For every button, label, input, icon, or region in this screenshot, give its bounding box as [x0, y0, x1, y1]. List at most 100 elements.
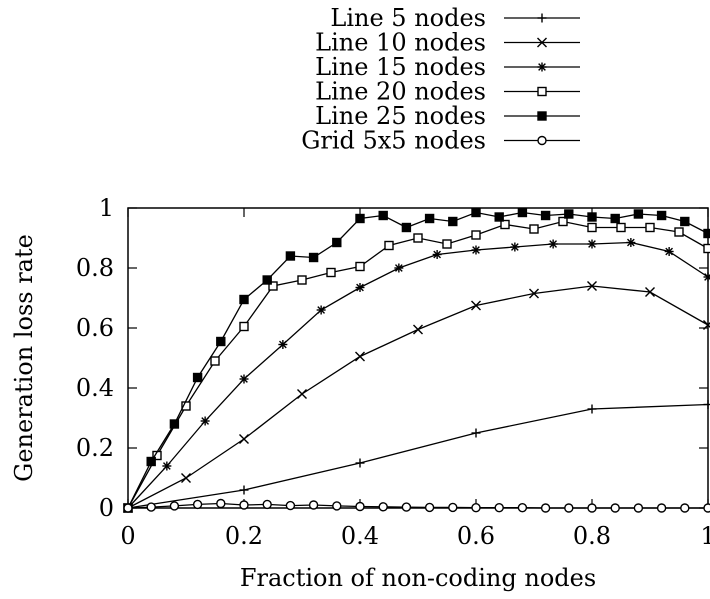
data-point [448, 216, 458, 227]
data-point [332, 237, 342, 248]
data-point [471, 230, 481, 240]
data-point [216, 498, 226, 509]
data-point [680, 503, 690, 513]
data-point [169, 419, 180, 429]
data-point [239, 294, 249, 305]
data-point [355, 501, 365, 512]
axis-ticks: 0 0.2 0.4 0.6 0.8 1 0 0.2 0.4 0.6 0.8 1 [76, 194, 710, 550]
data-point [239, 321, 249, 332]
data-point [448, 502, 458, 513]
legend-label: Line 25 nodes [315, 102, 486, 130]
data-point [471, 245, 481, 255]
data-point [239, 374, 249, 384]
x-tick-label: 0.2 [225, 522, 263, 550]
data-point [239, 434, 249, 444]
data-point [633, 209, 644, 219]
legend-entry: Line 10 nodes [315, 29, 580, 57]
data-point [413, 324, 423, 335]
data-point [471, 207, 481, 218]
data-point [424, 213, 435, 224]
data-point [703, 228, 710, 239]
data-point [326, 267, 336, 278]
data-point [471, 300, 481, 311]
series-layer [123, 207, 710, 513]
data-point [192, 499, 203, 510]
data-point [378, 502, 388, 512]
data-point [262, 499, 272, 510]
data-point [610, 213, 620, 224]
x-axis-label: Fraction of non-coding nodes [240, 564, 596, 592]
data-point [355, 261, 365, 272]
series-line [127, 241, 709, 509]
data-point [703, 503, 710, 513]
data-point [494, 503, 504, 513]
data-point [216, 336, 226, 347]
data-point [645, 222, 655, 233]
legend-label: Grid 5x5 nodes [301, 127, 486, 155]
data-point [587, 404, 597, 414]
data-point [540, 210, 551, 221]
data-point [633, 503, 644, 513]
series-line [127, 285, 709, 509]
series-4 [123, 216, 710, 513]
data-point [529, 224, 539, 234]
data-point [285, 251, 296, 261]
data-point [703, 243, 710, 254]
x-tick-label: 0.4 [341, 522, 379, 550]
data-point [587, 281, 597, 291]
series-1 [123, 400, 710, 513]
data-point [616, 222, 626, 233]
data-point [432, 250, 442, 259]
data-point [308, 500, 319, 510]
plot-frame [127, 207, 709, 509]
legend-entry: Line 25 nodes [315, 102, 580, 130]
data-point [384, 240, 394, 251]
legend-label: Line 10 nodes [315, 29, 486, 57]
y-tick-label: 0.2 [76, 434, 114, 462]
y-tick-label: 0.8 [76, 254, 114, 282]
legend-entry: Line 20 nodes [315, 78, 580, 106]
data-point [703, 400, 710, 409]
x-tick-label: 0.8 [573, 522, 611, 550]
data-point [401, 222, 412, 233]
data-point [703, 320, 710, 330]
data-point [169, 501, 180, 511]
data-point [529, 288, 539, 299]
data-point [424, 502, 435, 513]
data-point [355, 283, 365, 292]
data-point [200, 416, 210, 426]
legend-marker [537, 86, 547, 97]
data-point [355, 458, 365, 468]
data-point [587, 212, 597, 222]
x-tick-label: 0 [120, 522, 135, 550]
data-point [471, 428, 481, 438]
data-point [558, 216, 568, 227]
data-point [192, 372, 203, 383]
data-point [262, 275, 272, 285]
data-point [510, 242, 520, 252]
data-point [442, 239, 452, 249]
data-point [332, 501, 342, 511]
data-point [123, 503, 133, 513]
legend-label: Line 15 nodes [315, 53, 486, 81]
legend-marker [537, 111, 547, 121]
x-tick-label: 1 [700, 522, 710, 550]
legend-label: Line 5 nodes [330, 4, 486, 32]
data-point [308, 252, 319, 263]
data-point [355, 213, 365, 224]
legend-marker [537, 135, 547, 146]
data-point [268, 281, 278, 291]
legend-entry: Line 15 nodes [315, 53, 580, 81]
data-point [471, 503, 481, 513]
data-point [656, 503, 667, 513]
data-point [674, 227, 684, 237]
x-tick-label: 0.6 [457, 522, 495, 550]
data-point [680, 216, 690, 227]
legend-label: Line 20 nodes [315, 78, 486, 106]
data-point [517, 207, 528, 218]
data-point [540, 503, 551, 513]
data-point [162, 461, 172, 471]
legend-entry: Line 5 nodes [330, 4, 580, 32]
data-point [517, 503, 528, 513]
